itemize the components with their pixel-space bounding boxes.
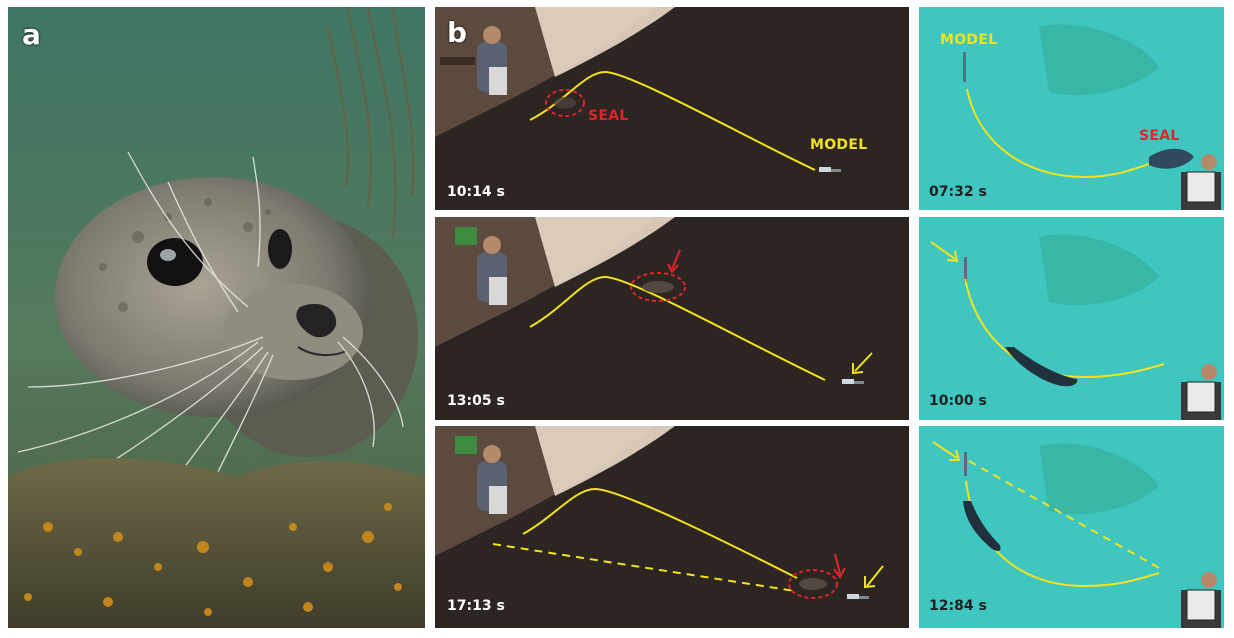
yellow-arrow-icon xyxy=(854,352,873,372)
panel-a-seal-photo: a xyxy=(8,7,425,628)
panel-c-frame-2: 10:00 s xyxy=(919,217,1224,420)
river-frame-3-scene xyxy=(435,426,909,628)
timestamp: 17:13 s xyxy=(447,598,505,614)
planned-path-line xyxy=(966,88,1170,179)
seal-highlight-circle xyxy=(788,569,838,599)
panel-c-frame-1: MODEL SEAL 07:32 s xyxy=(919,7,1224,210)
panel-letter-b: b xyxy=(447,16,468,49)
planned-path-line xyxy=(529,275,826,381)
timestamp: 07:32 s xyxy=(929,184,987,200)
panel-letter-a: a xyxy=(22,18,41,51)
panel-b-frame-2: 13:05 s xyxy=(435,217,909,420)
person-on-dock xyxy=(477,445,507,514)
timestamp: 13:05 s xyxy=(447,393,505,409)
red-arrow-icon xyxy=(834,553,841,575)
person-poolside xyxy=(1181,364,1221,420)
seal-label: SEAL xyxy=(588,108,629,124)
person-poolside xyxy=(1181,572,1221,628)
model-object xyxy=(842,379,864,384)
timestamp: 10:14 s xyxy=(447,184,505,200)
yellow-arrow-icon xyxy=(932,441,958,459)
model-object xyxy=(847,594,869,599)
model-label: MODEL xyxy=(810,137,868,153)
timestamp: 12:84 s xyxy=(929,598,987,614)
pool-frame-2-scene xyxy=(919,217,1224,420)
yellow-arrow-icon xyxy=(866,565,884,587)
seal-highlight-circle xyxy=(545,89,585,117)
river-frame-2-scene xyxy=(435,217,909,420)
panel-b-frame-1: b SEAL MODEL 10:14 s xyxy=(435,7,909,210)
red-arrow-icon xyxy=(671,249,681,270)
river-frame-1-scene xyxy=(435,7,909,210)
planned-path-line xyxy=(964,278,1165,379)
pool-frame-3-scene xyxy=(919,426,1224,628)
seal-label: SEAL xyxy=(1139,128,1180,144)
person-on-dock xyxy=(477,26,507,95)
panel-b-frame-3: 17:13 s xyxy=(435,426,909,628)
panel-c-frame-3: 12:84 s xyxy=(919,426,1224,628)
timestamp: 10:00 s xyxy=(929,393,987,409)
actual-path-dashed-line xyxy=(492,543,796,592)
person-on-dock xyxy=(477,236,507,305)
seal-shape xyxy=(1005,347,1078,387)
seal-highlight-circle xyxy=(630,272,686,302)
model-object xyxy=(819,167,841,172)
pool-frame-1-scene xyxy=(919,7,1224,210)
seal-shape xyxy=(1149,148,1194,169)
yellow-arrow-icon xyxy=(930,241,956,260)
seal-photo-illustration xyxy=(8,7,425,628)
model-label: MODEL xyxy=(940,32,998,48)
actual-path-dashed-line xyxy=(968,460,1162,570)
seal-shape xyxy=(963,501,1001,551)
planned-path-line xyxy=(529,70,816,171)
planned-path-line xyxy=(522,487,798,579)
person-poolside xyxy=(1181,154,1221,210)
